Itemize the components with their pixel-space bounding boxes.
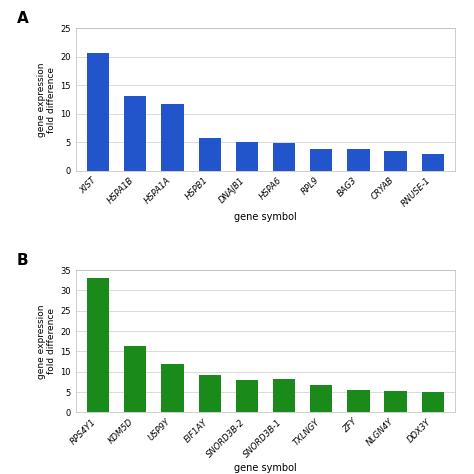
Bar bbox=[273, 380, 295, 412]
Bar bbox=[236, 142, 258, 171]
Bar bbox=[421, 392, 444, 412]
Bar bbox=[161, 103, 183, 171]
Bar bbox=[161, 364, 183, 412]
Bar bbox=[384, 151, 407, 171]
Bar bbox=[421, 154, 444, 171]
Bar bbox=[310, 149, 332, 171]
Bar bbox=[199, 138, 221, 171]
X-axis label: gene symbol: gene symbol bbox=[234, 463, 297, 473]
Bar bbox=[347, 149, 370, 171]
Bar bbox=[124, 346, 146, 412]
Bar bbox=[236, 380, 258, 412]
Bar bbox=[273, 143, 295, 171]
Bar bbox=[87, 54, 109, 171]
Bar bbox=[347, 390, 370, 412]
Bar bbox=[310, 385, 332, 412]
X-axis label: gene symbol: gene symbol bbox=[234, 212, 297, 222]
Y-axis label: gene expression
fold difference: gene expression fold difference bbox=[37, 304, 56, 379]
Bar bbox=[87, 278, 109, 412]
Y-axis label: gene expression
fold difference: gene expression fold difference bbox=[37, 62, 56, 137]
Text: A: A bbox=[17, 11, 29, 27]
Bar bbox=[199, 375, 221, 412]
Text: B: B bbox=[17, 253, 29, 268]
Bar bbox=[124, 96, 146, 171]
Bar bbox=[384, 391, 407, 412]
